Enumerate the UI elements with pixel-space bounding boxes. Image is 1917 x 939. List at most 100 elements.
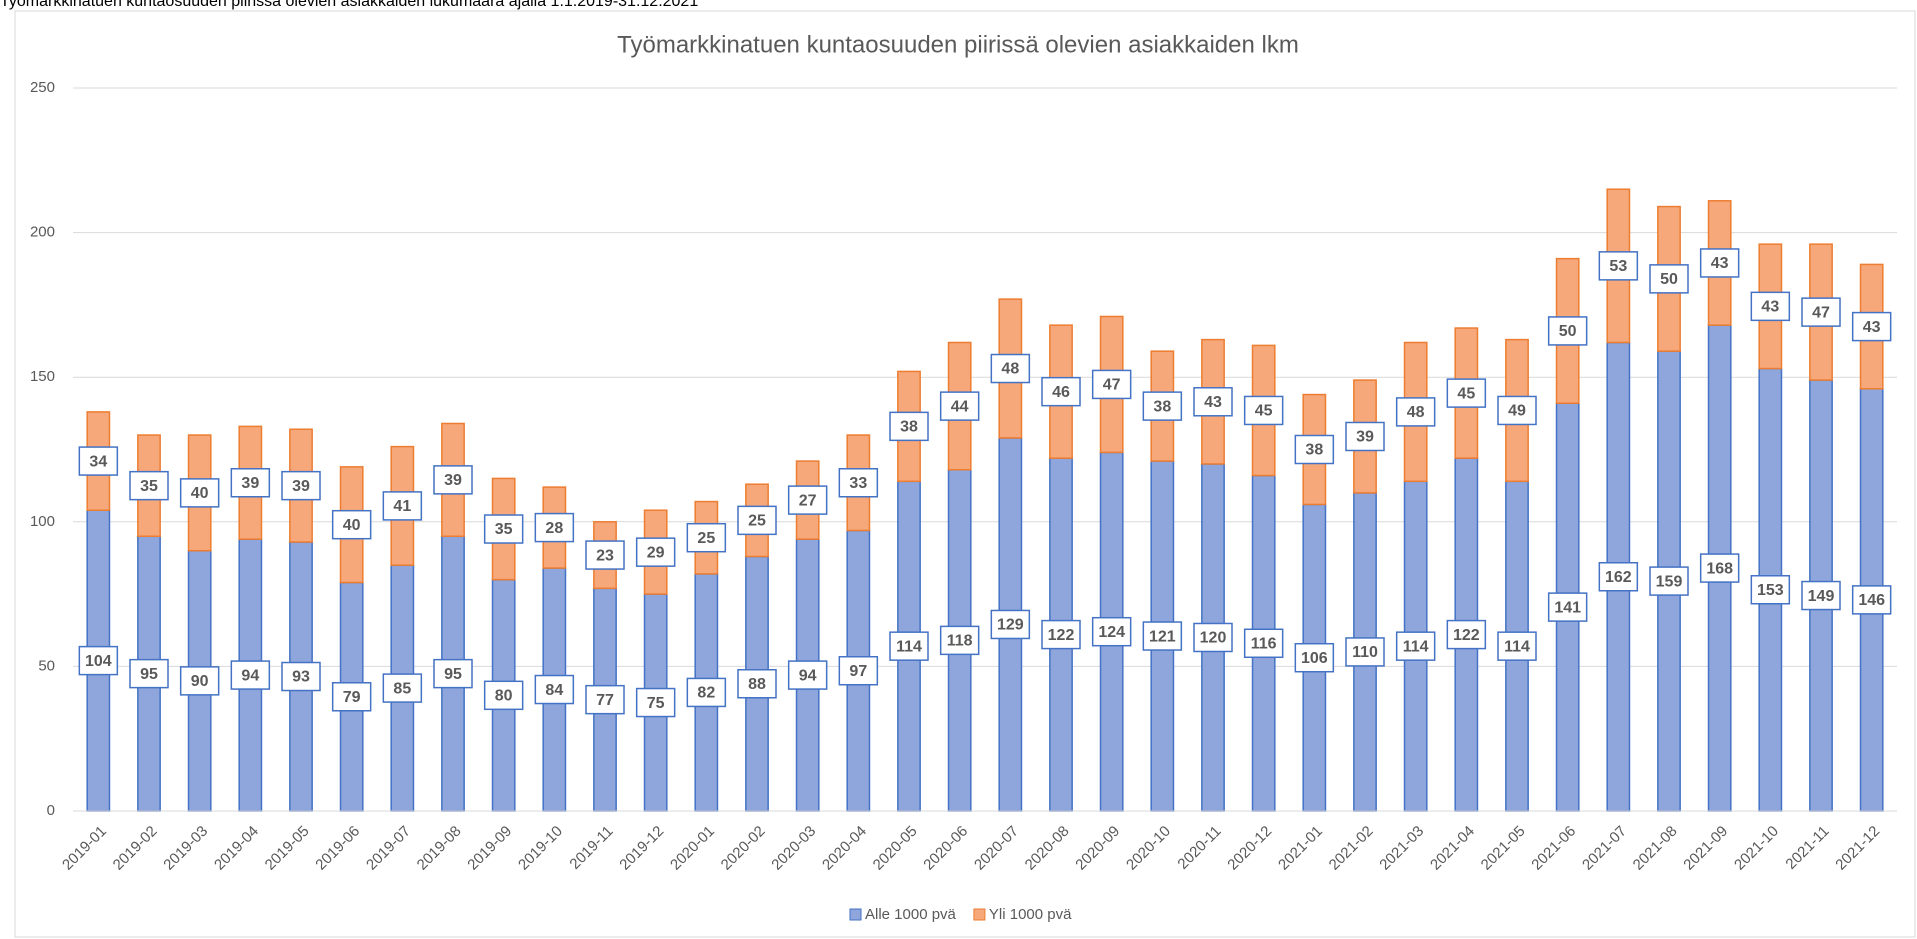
data-label: 44 [951, 398, 969, 415]
data-label: 39 [1356, 429, 1374, 446]
data-label: 25 [748, 513, 766, 530]
data-label: 120 [1200, 630, 1227, 647]
data-label: 29 [647, 544, 665, 561]
data-label-box [1243, 628, 1284, 659]
y-tick-label: 0 [47, 802, 55, 819]
data-label-box [1649, 264, 1689, 294]
data-label: 168 [1706, 560, 1733, 577]
data-label: 34 [89, 453, 107, 470]
data-label: 39 [241, 475, 259, 492]
data-label: 95 [140, 666, 158, 683]
data-label: 110 [1352, 644, 1378, 661]
y-tick-label: 250 [30, 79, 55, 96]
data-label-box [179, 478, 220, 508]
data-label-box [331, 682, 372, 712]
data-label: 84 [545, 682, 563, 699]
data-label: 25 [697, 530, 715, 547]
page-heading: Työmarkkinatuen kuntaosuuden piirissä ol… [0, 0, 698, 10]
data-label: 97 [849, 663, 867, 680]
data-label: 46 [1052, 384, 1070, 401]
data-label: 47 [1812, 304, 1830, 321]
data-label-box [1750, 575, 1791, 605]
data-label-box [1193, 622, 1233, 653]
data-label-box [1294, 642, 1335, 673]
data-label-box [990, 609, 1031, 640]
data-label: 122 [1048, 627, 1075, 644]
data-label: 114 [896, 638, 922, 655]
data-label: 118 [947, 633, 973, 650]
data-label-box [1497, 395, 1537, 426]
data-label-box [1091, 369, 1132, 400]
data-label: 35 [495, 521, 513, 538]
data-label-box [838, 468, 879, 498]
data-label-box [939, 391, 980, 421]
data-label: 104 [85, 653, 112, 670]
y-tick-label: 200 [30, 224, 55, 241]
data-label: 129 [997, 617, 1024, 634]
data-label-box [1750, 291, 1791, 322]
data-label-box [1193, 387, 1233, 417]
data-label-box [281, 661, 321, 692]
data-label: 77 [596, 692, 614, 709]
data-label-box [585, 684, 625, 715]
data-label: 50 [1559, 323, 1577, 340]
data-label-box [1142, 391, 1183, 421]
data-label: 94 [799, 667, 817, 684]
data-label-box [534, 512, 575, 543]
legend-swatch [973, 908, 986, 921]
data-label-box [179, 666, 220, 696]
data-label-box [1699, 248, 1740, 278]
data-label: 162 [1605, 569, 1632, 586]
data-label: 85 [393, 680, 411, 697]
data-label-box [1598, 561, 1639, 592]
data-label-box [635, 537, 676, 567]
data-label-box [230, 660, 271, 690]
data-label-box [1497, 631, 1537, 661]
data-label-box [686, 677, 727, 708]
data-label: 94 [241, 667, 259, 684]
data-label: 28 [545, 520, 563, 537]
data-label: 124 [1098, 624, 1125, 641]
data-label-box [889, 631, 929, 661]
data-label-box [1091, 616, 1132, 647]
data-label-box [585, 540, 625, 570]
data-label-box [78, 446, 119, 476]
data-label: 43 [1204, 394, 1222, 411]
data-label-box [1395, 631, 1436, 661]
data-label-box [382, 491, 423, 521]
data-label-box [686, 522, 727, 553]
data-label: 23 [596, 547, 614, 564]
data-label: 50 [1660, 271, 1678, 288]
data-label: 88 [748, 676, 766, 693]
data-label-box [1649, 566, 1689, 596]
data-label: 114 [1504, 638, 1530, 655]
data-label-box [1345, 637, 1385, 667]
data-label-box [990, 353, 1031, 384]
data-label-box [129, 658, 169, 689]
data-label-box [838, 655, 879, 686]
data-label: 43 [1761, 299, 1779, 316]
data-label: 33 [849, 475, 867, 492]
y-tick-label: 150 [30, 368, 55, 385]
data-label-box [331, 509, 372, 540]
data-label-box [483, 680, 524, 711]
data-label-box [1547, 592, 1588, 622]
data-label-box [1041, 619, 1081, 650]
data-label: 41 [393, 498, 411, 515]
data-label: 82 [697, 685, 715, 702]
data-label-box [1395, 397, 1436, 427]
data-label-box [889, 411, 929, 442]
data-label: 48 [1001, 361, 1019, 378]
data-label-box [483, 514, 524, 544]
data-label: 43 [1863, 319, 1881, 336]
data-label-box [129, 470, 169, 501]
data-label: 38 [900, 419, 918, 436]
data-label: 153 [1757, 582, 1784, 599]
data-label: 43 [1711, 255, 1729, 272]
data-label: 45 [1457, 385, 1475, 402]
legend-swatch [849, 908, 862, 921]
data-label: 40 [343, 517, 361, 534]
data-label: 48 [1407, 404, 1425, 421]
data-label-box [737, 669, 777, 699]
